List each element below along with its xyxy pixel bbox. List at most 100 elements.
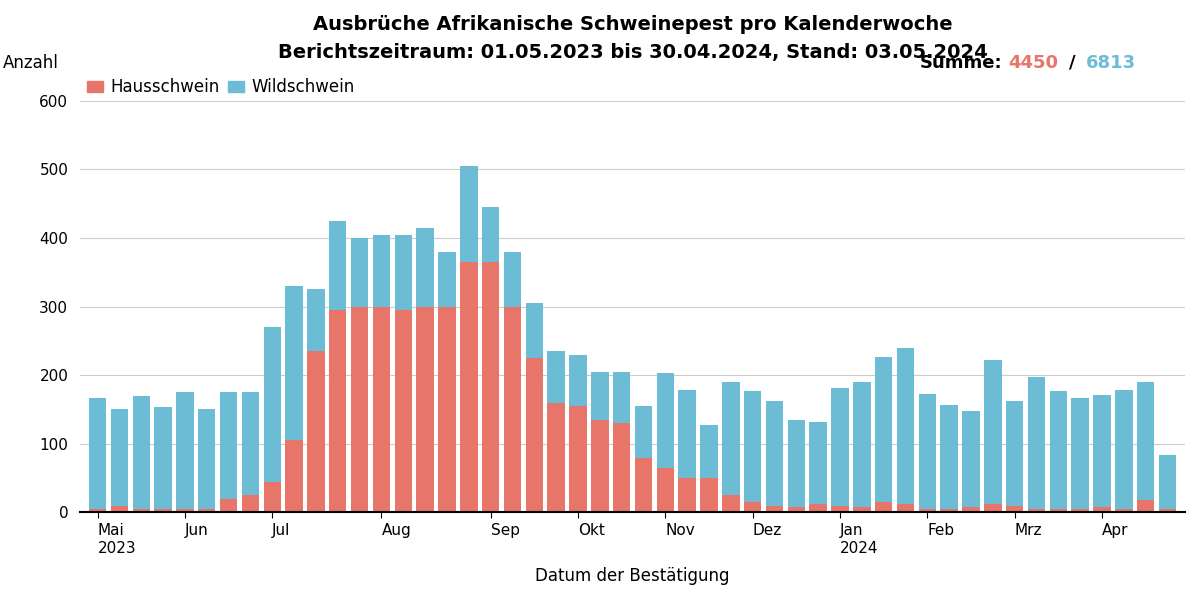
Bar	[722, 495, 739, 512]
Bar	[896, 504, 914, 512]
Bar	[110, 409, 128, 506]
Bar	[678, 478, 696, 512]
Bar	[919, 509, 936, 512]
Bar	[416, 228, 434, 307]
Bar	[438, 307, 456, 512]
Bar	[1115, 509, 1133, 512]
Legend: Hausschwein, Wildschwein: Hausschwein, Wildschwein	[80, 71, 361, 103]
Bar	[613, 423, 630, 512]
Bar	[962, 411, 979, 507]
Bar	[592, 372, 608, 420]
Text: 4450: 4450	[1008, 53, 1058, 71]
Bar	[592, 420, 608, 512]
Bar	[766, 401, 784, 506]
Bar	[1159, 509, 1176, 512]
Bar	[460, 166, 478, 262]
Bar	[787, 420, 805, 507]
Bar	[701, 425, 718, 478]
Bar	[110, 506, 128, 512]
Bar	[635, 406, 653, 458]
Bar	[787, 507, 805, 512]
Bar	[1072, 398, 1088, 509]
Bar	[307, 289, 325, 351]
Bar	[875, 356, 893, 502]
Bar	[395, 310, 412, 512]
X-axis label: Datum der Bestätigung: Datum der Bestätigung	[535, 567, 730, 585]
Bar	[941, 509, 958, 512]
Bar	[329, 310, 347, 512]
Bar	[896, 348, 914, 504]
Bar	[198, 509, 216, 512]
Bar	[613, 372, 630, 423]
Bar	[132, 396, 150, 509]
Bar	[350, 238, 368, 307]
Bar	[1027, 509, 1045, 512]
Bar	[569, 355, 587, 406]
Bar	[744, 391, 761, 502]
Bar	[1050, 509, 1067, 512]
Bar	[1136, 382, 1154, 500]
Title: Ausbrüche Afrikanische Schweinepest pro Kalenderwoche
Berichtszeitraum: 01.05.20: Ausbrüche Afrikanische Schweinepest pro …	[277, 15, 988, 62]
Text: /: /	[1069, 53, 1075, 71]
Bar	[155, 509, 172, 512]
Bar	[766, 506, 784, 512]
Text: Summe:: Summe:	[920, 53, 1002, 71]
Bar	[1027, 377, 1045, 509]
Bar	[264, 327, 281, 482]
Bar	[1159, 455, 1176, 509]
Bar	[198, 409, 216, 509]
Bar	[350, 307, 368, 512]
Bar	[1115, 390, 1133, 509]
Bar	[919, 394, 936, 509]
Bar	[176, 509, 193, 512]
Bar	[832, 506, 848, 512]
Bar	[220, 392, 238, 499]
Bar	[1072, 509, 1088, 512]
Bar	[526, 358, 544, 512]
Bar	[1093, 507, 1111, 512]
Bar	[1093, 395, 1111, 507]
Bar	[810, 422, 827, 504]
Bar	[810, 504, 827, 512]
Bar	[373, 307, 390, 512]
Bar	[176, 392, 193, 509]
Bar	[395, 235, 412, 310]
Bar	[220, 499, 238, 512]
Bar	[547, 403, 565, 512]
Bar	[286, 286, 302, 440]
Bar	[984, 504, 1002, 512]
Bar	[875, 502, 893, 512]
Text: Anzahl: Anzahl	[2, 53, 59, 71]
Bar	[241, 495, 259, 512]
Bar	[547, 351, 565, 403]
Bar	[962, 507, 979, 512]
Bar	[722, 382, 739, 495]
Bar	[1006, 401, 1024, 506]
Bar	[678, 390, 696, 478]
Bar	[89, 398, 107, 509]
Bar	[482, 207, 499, 262]
Bar	[853, 507, 870, 512]
Bar	[504, 307, 521, 512]
Bar	[504, 252, 521, 307]
Bar	[635, 458, 653, 512]
Bar	[416, 307, 434, 512]
Bar	[286, 440, 302, 512]
Bar	[744, 502, 761, 512]
Bar	[1136, 500, 1154, 512]
Bar	[656, 468, 674, 512]
Bar	[307, 351, 325, 512]
Bar	[132, 509, 150, 512]
Bar	[526, 303, 544, 358]
Bar	[373, 235, 390, 307]
Bar	[1050, 391, 1067, 509]
Bar	[264, 482, 281, 512]
Bar	[656, 373, 674, 468]
Bar	[482, 262, 499, 512]
Bar	[241, 392, 259, 495]
Bar	[853, 382, 870, 507]
Bar	[701, 478, 718, 512]
Bar	[438, 252, 456, 307]
Bar	[1006, 506, 1024, 512]
Bar	[832, 388, 848, 506]
